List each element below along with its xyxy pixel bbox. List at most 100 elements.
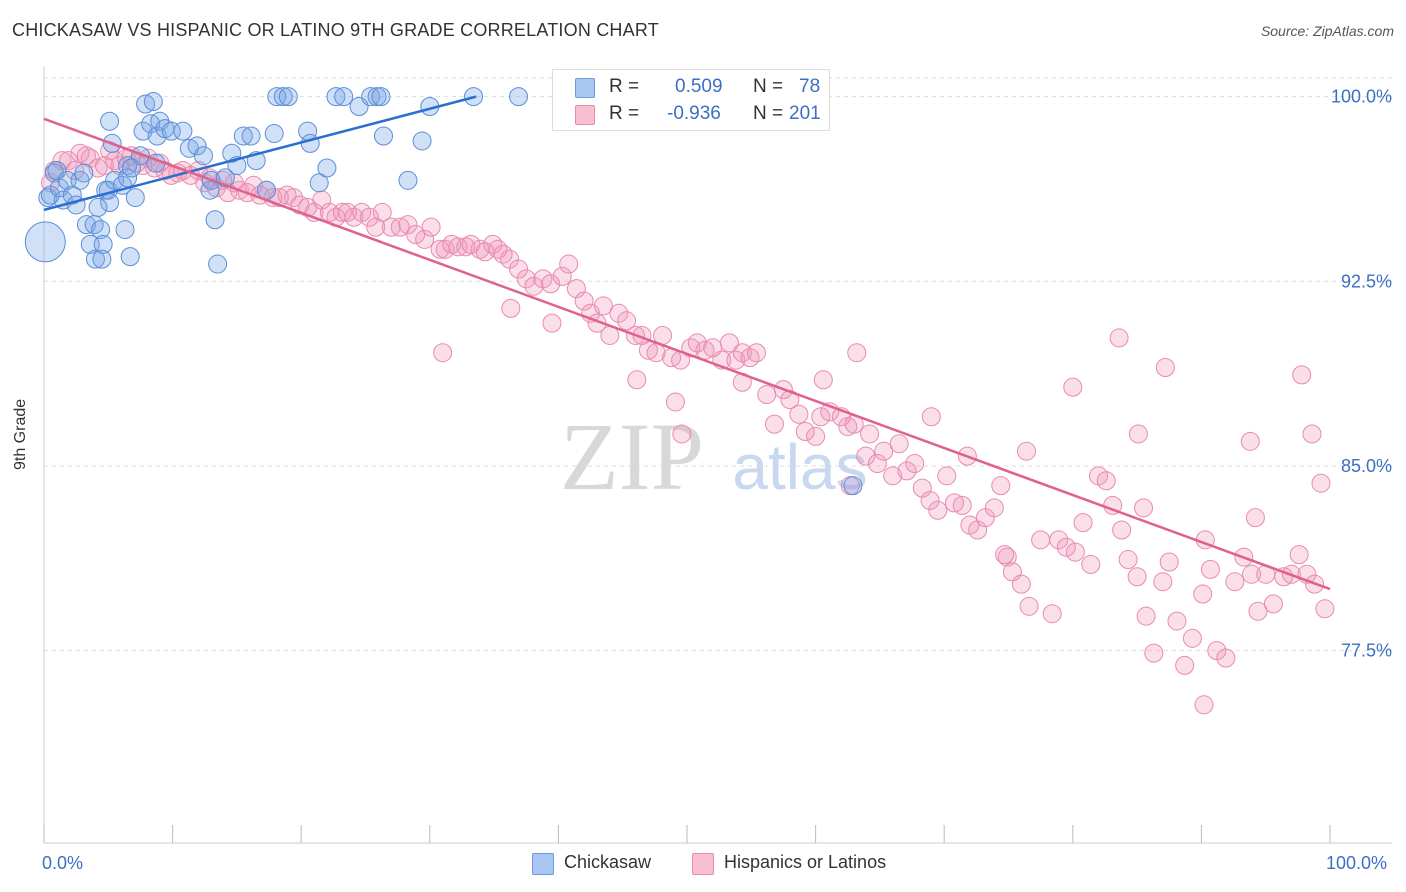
data-point-hispanics xyxy=(1315,599,1335,619)
data-point-hispanics xyxy=(889,434,909,454)
data-point-chickasaw xyxy=(843,476,863,496)
data-point-chickasaw xyxy=(509,87,529,107)
data-point-chickasaw xyxy=(125,188,145,208)
data-point-chickasaw xyxy=(62,185,82,205)
data-point-hispanics xyxy=(566,279,586,299)
data-point-hispanics xyxy=(337,202,357,222)
data-point-chickasaw xyxy=(371,87,391,107)
data-point-chickasaw xyxy=(161,121,181,141)
data-point-chickasaw xyxy=(267,87,287,107)
data-point-hispanics xyxy=(390,217,410,237)
data-point-hispanics xyxy=(1136,606,1156,626)
data-point-hispanics xyxy=(1109,328,1129,348)
legend-n-label: N = xyxy=(753,76,784,97)
data-point-hispanics xyxy=(1049,530,1069,550)
data-point-hispanics xyxy=(672,424,692,444)
data-point-chickasaw xyxy=(278,87,298,107)
series-hispanics-or-latinos xyxy=(40,141,1335,715)
data-point-hispanics xyxy=(433,343,453,363)
data-point-chickasaw xyxy=(88,197,108,217)
data-point-hispanics xyxy=(1011,574,1031,594)
data-point-hispanics xyxy=(542,313,562,333)
data-point-chickasaw xyxy=(187,136,207,156)
data-point-chickasaw xyxy=(208,254,228,274)
data-point-hispanics xyxy=(593,296,613,316)
data-point-hispanics xyxy=(883,466,903,486)
source-credit: Source: ZipAtlas.com xyxy=(1260,23,1394,39)
data-point-hispanics xyxy=(757,385,777,405)
data-point-hispanics xyxy=(746,343,766,363)
data-point-hispanics xyxy=(398,215,418,235)
data-point-hispanics xyxy=(897,461,917,481)
watermark: ZIP atlas xyxy=(560,403,868,510)
data-point-hispanics xyxy=(1017,441,1037,461)
data-point-chickasaw xyxy=(115,220,135,240)
data-point-hispanics xyxy=(1240,431,1260,451)
y-tick-labels: 100.0% 92.5% 85.0% 77.5% xyxy=(1331,87,1392,661)
data-point-hispanics xyxy=(617,311,637,331)
axes xyxy=(43,66,1392,844)
data-point-hispanics xyxy=(501,298,521,318)
data-point-hispanics xyxy=(740,348,760,368)
data-point-chickasaw xyxy=(264,124,284,144)
data-point-hispanics xyxy=(1042,604,1062,624)
data-point-chickasaw xyxy=(300,133,320,153)
data-point-chickasaw xyxy=(76,215,96,235)
data-point-hispanics xyxy=(1063,377,1083,397)
data-point-hispanics xyxy=(1200,559,1220,579)
data-point-hispanics xyxy=(1175,655,1195,675)
data-point-hispanics xyxy=(874,441,894,461)
legend-r-label: R = xyxy=(609,103,640,124)
data-point-hispanics xyxy=(1127,567,1147,587)
data-point-hispanics xyxy=(1248,601,1268,621)
data-point-chickasaw xyxy=(256,180,276,200)
legend-r-value: -0.936 xyxy=(667,103,721,124)
data-point-chickasaw xyxy=(309,173,329,193)
data-point-hispanics xyxy=(609,303,629,323)
data-point-chickasaw xyxy=(93,234,113,254)
data-point-hispanics xyxy=(1182,628,1202,648)
data-point-hispanics xyxy=(912,478,932,498)
data-point-chickasaw xyxy=(173,121,193,141)
data-point-chickasaw xyxy=(398,170,418,190)
data-point-hispanics xyxy=(1167,611,1187,631)
data-point-hispanics xyxy=(991,476,1011,496)
data-point-hispanics xyxy=(1065,542,1085,562)
data-point-chickasaw xyxy=(143,92,163,112)
y-tick-label: 92.5% xyxy=(1341,271,1392,291)
data-point-hispanics xyxy=(997,547,1017,567)
data-point-hispanics xyxy=(1019,596,1039,616)
legend-n-value: 78 xyxy=(799,76,821,97)
data-point-hispanics xyxy=(860,424,880,444)
data-point-chickasaw xyxy=(133,121,153,141)
data-point-hispanics xyxy=(905,454,925,474)
data-point-hispanics xyxy=(944,493,964,513)
data-point-chickasaw xyxy=(273,87,293,107)
data-point-hispanics xyxy=(687,333,707,353)
data-point-hispanics xyxy=(795,421,815,441)
data-point-hispanics xyxy=(493,244,513,264)
data-point-hispanics xyxy=(726,350,746,370)
watermark-zip: ZIP xyxy=(560,403,704,510)
data-point-chickasaw xyxy=(74,163,94,183)
data-point-chickasaw xyxy=(91,220,111,240)
data-point-hispanics xyxy=(1302,424,1322,444)
data-point-hispanics xyxy=(1081,554,1101,574)
legend-r-label: R = xyxy=(609,76,640,97)
data-point-hispanics xyxy=(921,407,941,427)
data-point-chickasaw xyxy=(233,126,253,146)
data-point-hispanics xyxy=(332,202,352,222)
data-point-chickasaw xyxy=(205,210,225,230)
trend-line-hispanics xyxy=(43,117,1331,591)
data-point-hispanics xyxy=(283,188,303,208)
data-point-chickasaw xyxy=(222,143,242,163)
data-point-chickasaw xyxy=(121,158,141,178)
data-point-hispanics xyxy=(509,259,529,279)
data-point-hispanics xyxy=(359,207,379,227)
data-point-hispanics xyxy=(856,446,876,466)
correlation-legend: R = 0.509 N = 78 R = -0.936 N = 201 xyxy=(552,69,830,131)
y-tick-label: 100.0% xyxy=(1331,87,1392,107)
data-point-hispanics xyxy=(456,237,476,257)
data-point-chickasaw xyxy=(120,247,140,267)
